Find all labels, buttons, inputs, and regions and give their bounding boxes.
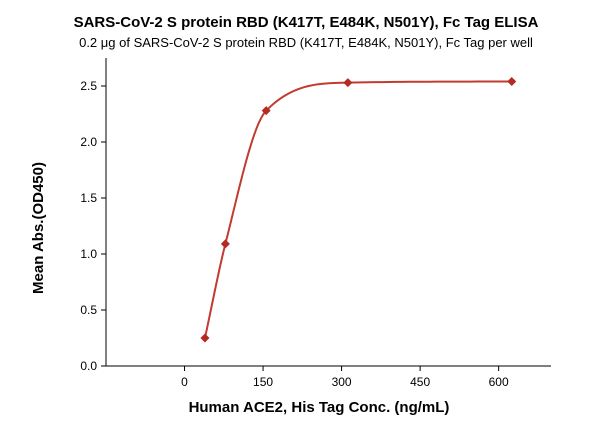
data-point — [200, 333, 210, 343]
x-tick-label: 600 — [489, 375, 509, 389]
y-tick-label: 2.5 — [80, 79, 97, 93]
data-point — [261, 106, 271, 116]
x-tick-label: 300 — [332, 375, 352, 389]
x-tick-label: 150 — [253, 375, 273, 389]
y-tick-label: 1.0 — [80, 247, 97, 261]
y-tick-label: 0.5 — [80, 303, 97, 317]
ticks: 0 150 300 450 600 0.0 0.5 1.0 1.5 2.0 2.5 — [80, 79, 509, 389]
chart-title: SARS-CoV-2 S protein RBD (K417T, E484K, … — [74, 14, 539, 31]
data-points — [200, 77, 517, 343]
x-tick-label: 450 — [410, 375, 430, 389]
chart-subtitle: 0.2 μg of SARS-CoV-2 S protein RBD (K417… — [79, 35, 533, 50]
data-point — [343, 78, 353, 88]
fit-curve-layer — [203, 80, 512, 339]
y-tick-label: 2.0 — [80, 135, 97, 149]
fit-curve — [203, 80, 512, 339]
data-point — [507, 77, 517, 87]
x-axis-label: Human ACE2, His Tag Conc. (ng/mL) — [189, 399, 450, 416]
x-tick-label: 0 — [181, 375, 188, 389]
axes — [105, 58, 551, 367]
y-tick-label: 0.0 — [80, 359, 97, 373]
y-tick-label: 1.5 — [80, 191, 97, 205]
y-axis-label: Mean Abs.(OD450) — [30, 162, 47, 294]
data-point — [220, 239, 230, 249]
